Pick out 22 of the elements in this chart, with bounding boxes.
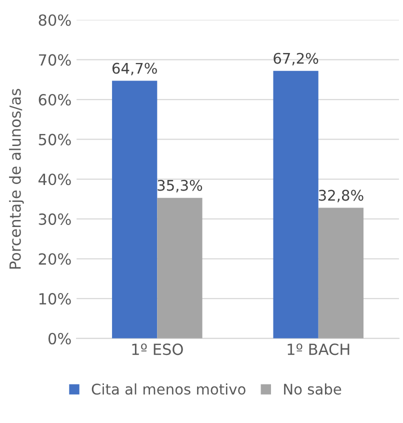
y-tick-label: 50% <box>38 134 71 146</box>
x-tick-label: 1º BACH <box>288 344 350 356</box>
y-tick-label: 10% <box>39 293 71 305</box>
bar <box>157 198 202 338</box>
data-label: 64,7% <box>112 62 157 76</box>
data-label: 35,3% <box>158 180 202 192</box>
data-label: 32,8% <box>318 190 364 202</box>
bar <box>112 80 158 338</box>
legend-label: Cita al menos motivo <box>92 383 246 395</box>
y-tick-label: 30% <box>38 213 71 225</box>
bar <box>273 70 318 338</box>
data-label: 67,2% <box>274 52 318 66</box>
y-tick-label: 40% <box>38 174 71 186</box>
y-axis-title: Porcentaje de alunos/as <box>9 88 24 269</box>
y-tick-label: 20% <box>38 253 71 265</box>
bar <box>318 208 364 338</box>
y-tick-label: 60% <box>38 94 71 106</box>
y-tick-label: 80% <box>38 14 71 26</box>
y-tick-label: 0% <box>48 332 71 344</box>
legend-label: No sabe <box>284 383 342 395</box>
y-tick-label: 70% <box>39 54 71 66</box>
x-tick-label: 1º ESO <box>132 344 183 356</box>
